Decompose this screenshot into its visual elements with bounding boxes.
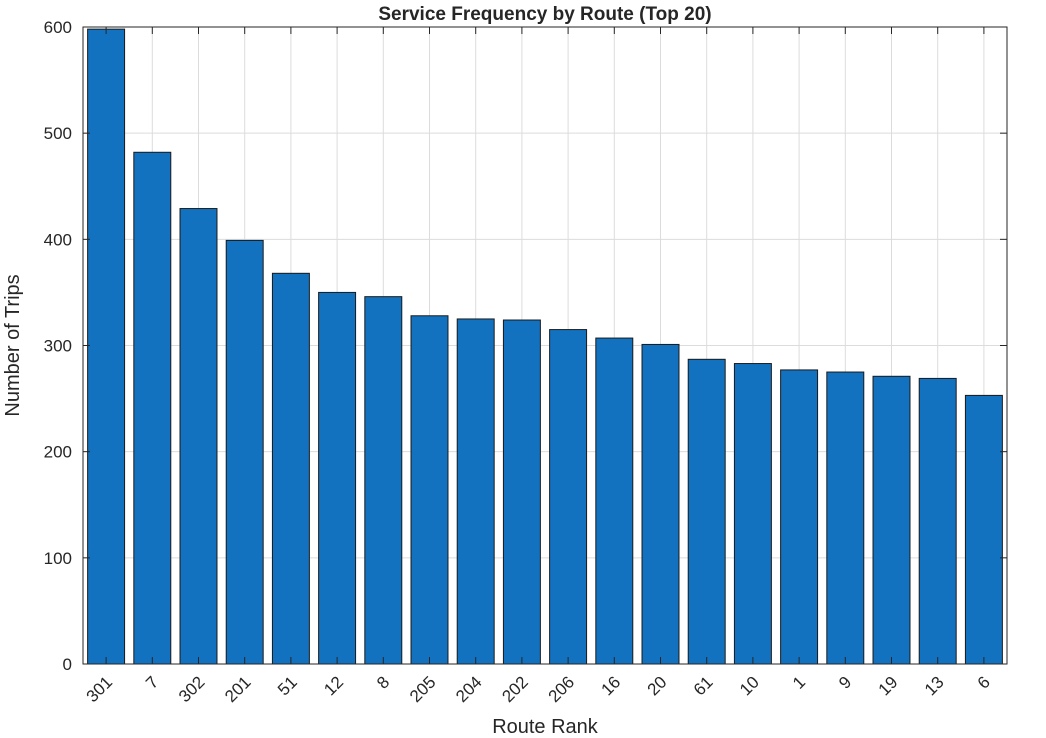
x-tick-label: 61: [690, 673, 717, 700]
bar-route-301: [87, 28, 126, 665]
x-tick-label: 201: [221, 673, 254, 706]
x-tick-label: 20: [644, 673, 671, 700]
bar-route-20: [641, 343, 680, 665]
y-tick-label: 0: [63, 655, 72, 674]
x-tick-label: 13: [921, 673, 948, 700]
bar-route-8: [364, 296, 403, 665]
bar-route-13: [918, 377, 957, 665]
x-tick-label: 1: [789, 673, 809, 693]
bar-route-302: [179, 208, 218, 665]
x-tick-label: 12: [320, 673, 347, 700]
bar-route-61: [687, 358, 726, 665]
bar-route-7: [133, 151, 172, 665]
bar-route-205: [410, 315, 449, 665]
grid-lines: [83, 27, 1007, 664]
bar-route-204: [456, 318, 495, 665]
bar-route-51: [271, 272, 310, 665]
x-tick-label: 6: [974, 673, 994, 693]
bar-route-16: [595, 337, 634, 665]
bar-route-1: [780, 369, 819, 665]
x-tick-label: 302: [175, 673, 208, 706]
x-tick-label: 8: [373, 673, 393, 693]
bars-group: [87, 28, 1003, 665]
y-tick-label: 400: [44, 230, 72, 249]
x-tick-label: 7: [142, 673, 162, 693]
x-tick-label: 301: [83, 673, 116, 706]
y-tick-labels: 0 100 200 300 400 500 600: [44, 18, 72, 674]
bar-route-10: [733, 363, 772, 665]
x-tick-label: 16: [597, 673, 624, 700]
y-tick-label: 600: [44, 18, 72, 37]
bar-route-6: [964, 394, 1003, 665]
y-tick-label: 200: [44, 443, 72, 462]
bar-route-206: [549, 329, 588, 665]
tick-marks: [83, 26, 1007, 665]
x-tick-label: 205: [406, 673, 439, 706]
x-tick-label: 51: [274, 673, 301, 700]
bar-route-9: [826, 371, 865, 665]
x-tick-label: 206: [545, 673, 578, 706]
y-tick-label: 300: [44, 337, 72, 356]
bar-route-201: [225, 239, 264, 665]
x-tick-label: 204: [452, 673, 485, 706]
x-tick-label: 9: [835, 673, 855, 693]
x-tick-label: 202: [498, 673, 531, 706]
y-tick-label: 500: [44, 124, 72, 143]
bar-route-19: [872, 375, 911, 665]
x-tick-label: 10: [736, 673, 763, 700]
x-tick-label: 19: [875, 673, 902, 700]
bar-route-202: [502, 319, 541, 665]
bar-route-12: [318, 291, 357, 665]
y-tick-label: 100: [44, 549, 72, 568]
x-tick-labels: 301 7 302 201 51 12 8 205 204 202 206 16 20 61 10 1 9 19 1…: [83, 673, 994, 706]
x-axis-label: Route Rank: [492, 716, 599, 738]
chart-title: Service Frequency by Route (Top 20): [378, 4, 711, 25]
y-axis-label: Number of Trips: [2, 274, 24, 416]
